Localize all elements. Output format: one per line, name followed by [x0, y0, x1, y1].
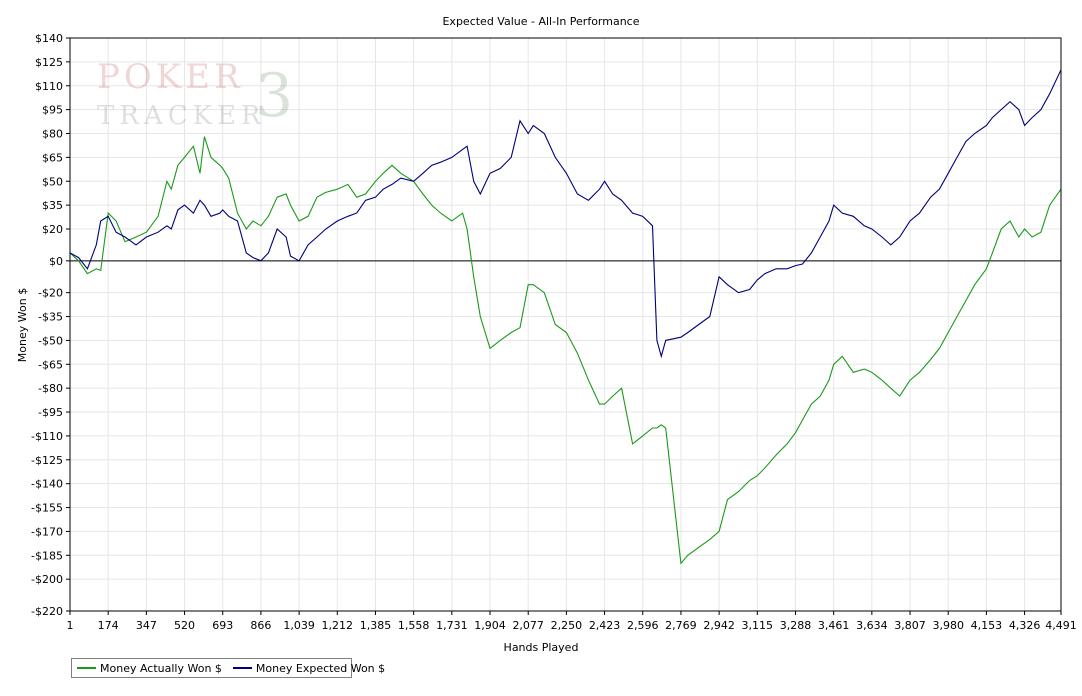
chart-title: Expected Value - All-In Performance — [442, 15, 639, 28]
y-tick-label: -$110 — [31, 430, 63, 443]
logo-line-poker: POKER — [97, 57, 244, 97]
legend-swatch-actual — [77, 667, 96, 669]
x-tick-label: 1 — [67, 619, 74, 632]
y-tick-label: $50 — [42, 175, 63, 188]
y-tick-label: -$65 — [38, 358, 63, 371]
x-tick-label: 1,039 — [283, 619, 315, 632]
y-tick-label: -$185 — [31, 549, 63, 562]
y-tick-label: -$20 — [38, 287, 63, 300]
series-line-expected — [69, 69, 1062, 359]
x-tick-label: 3,980 — [932, 619, 964, 632]
x-axis-label: Hands Played — [504, 641, 579, 654]
y-tick-label: -$140 — [31, 478, 63, 491]
y-axis-label: Money Won $ — [16, 288, 29, 362]
x-tick-label: 866 — [250, 619, 271, 632]
x-tick-label: 3,634 — [856, 619, 888, 632]
plot-border — [69, 37, 1062, 612]
x-tick-label: 2,077 — [512, 619, 544, 632]
y-tick-label: -$50 — [38, 334, 63, 347]
legend-swatch-expected — [232, 667, 252, 669]
x-tick-label: 2,250 — [551, 619, 583, 632]
x-tick-label: 4,326 — [1009, 619, 1041, 632]
x-tick-label: 3,807 — [894, 619, 926, 632]
logo-mark: 3 — [255, 61, 293, 131]
series-line-actual — [69, 136, 1062, 565]
y-tick-label: -$80 — [38, 382, 63, 395]
x-tick-label: 4,153 — [971, 619, 1003, 632]
y-tick-label: $110 — [35, 80, 63, 93]
y-tick-label: $20 — [42, 223, 63, 236]
legend-label-actual: Money Actually Won $ — [100, 661, 222, 675]
series-lines — [69, 69, 1062, 565]
poker-tracker-logo: POKER TRACKER 3 — [97, 57, 293, 131]
y-tick-label: $65 — [42, 151, 63, 164]
x-tick-label: 3,288 — [780, 619, 812, 632]
x-tick-label: 4,491 — [1045, 619, 1077, 632]
legend-label-expected: Money Expected Won $ — [255, 661, 386, 675]
y-tick-label: $80 — [42, 128, 63, 141]
x-tick-label: 347 — [136, 619, 157, 632]
y-tick-label: -$35 — [38, 311, 63, 324]
x-tick-label: 2,423 — [589, 619, 621, 632]
y-tick-label: -$220 — [31, 605, 63, 618]
y-tick-label: -$155 — [31, 502, 63, 515]
y-tick-label: $125 — [35, 56, 63, 69]
y-tick-label: $0 — [49, 255, 63, 268]
x-tick-label: 1,558 — [398, 619, 430, 632]
x-tick-label: 520 — [174, 619, 195, 632]
x-tick-label: 1,731 — [436, 619, 468, 632]
logo-line-tracker: TRACKER — [97, 101, 266, 131]
legend: Money Actually Won $ Money Expected Won … — [71, 658, 385, 678]
y-tick-label: $35 — [42, 199, 63, 212]
x-tick-label: 3,461 — [818, 619, 850, 632]
x-axis-ticks: 1 174 347 520 693 866 1,039 1,212 1,385 1,558 1,73… — [67, 611, 1077, 632]
x-tick-label: 1,904 — [474, 619, 506, 632]
y-tick-label: -$170 — [31, 525, 63, 538]
y-tick-label: $95 — [42, 104, 63, 117]
x-tick-label: 2,942 — [703, 619, 735, 632]
x-tick-label: 2,769 — [665, 619, 697, 632]
legend-item-expected: Money Expected Won $ — [232, 661, 386, 675]
x-tick-label: 693 — [212, 619, 233, 632]
x-tick-label: 3,115 — [742, 619, 774, 632]
y-tick-label: -$95 — [38, 406, 63, 419]
x-tick-label: 1,212 — [322, 619, 354, 632]
y-tick-label: -$125 — [31, 454, 63, 467]
x-tick-label: 1,385 — [360, 619, 392, 632]
x-tick-label: 2,596 — [627, 619, 659, 632]
y-tick-label: $140 — [35, 32, 63, 45]
y-axis-ticks: $140 $125 $110 $95 $80 $65 $50 $35 $20 $0 -$20 -$35… — [31, 32, 70, 618]
x-tick-label: 174 — [98, 619, 119, 632]
legend-item-actual: Money Actually Won $ — [77, 662, 222, 675]
y-tick-label: -$200 — [31, 573, 63, 586]
